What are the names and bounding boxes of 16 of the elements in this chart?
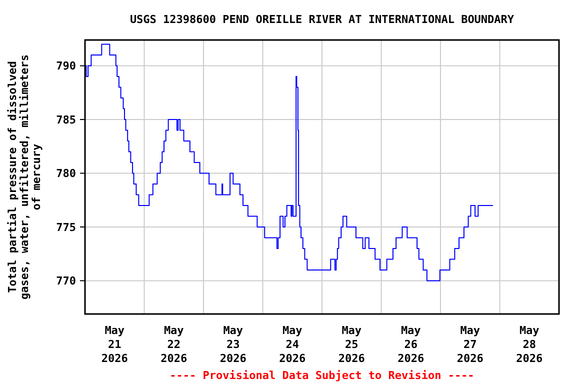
x-tick-label: May 21 2026 [101, 324, 128, 365]
x-tick-label: May 25 2026 [338, 324, 366, 365]
y-axis-title: Total partial pressure of dissolved gases, water, unfiltered, millimeters of mercury [6, 54, 43, 300]
text: ---- Provisional Data Subject to Revision ---- [170, 369, 474, 382]
y-tick-label: 785 [56, 113, 76, 126]
y-tick-label: 775 [56, 220, 76, 234]
x-tick-label: May 24 2026 [279, 324, 306, 365]
y-tick-label: 780 [56, 167, 76, 180]
y-tick-label: 790 [56, 60, 76, 73]
x-tick-label: May 23 2026 [220, 324, 247, 365]
x-tick-label: May 27 2026 [456, 324, 484, 365]
x-tick-label: May 28 2026 [516, 324, 543, 365]
y-tick-label: 770 [56, 274, 76, 288]
chart-title: USGS 12398600 PEND OREILLE RIVER AT INTERNATIONAL BOUNDARY [130, 13, 514, 26]
x-tick-label: May 26 2026 [398, 324, 424, 365]
x-tick-label: May 22 2026 [160, 324, 188, 365]
